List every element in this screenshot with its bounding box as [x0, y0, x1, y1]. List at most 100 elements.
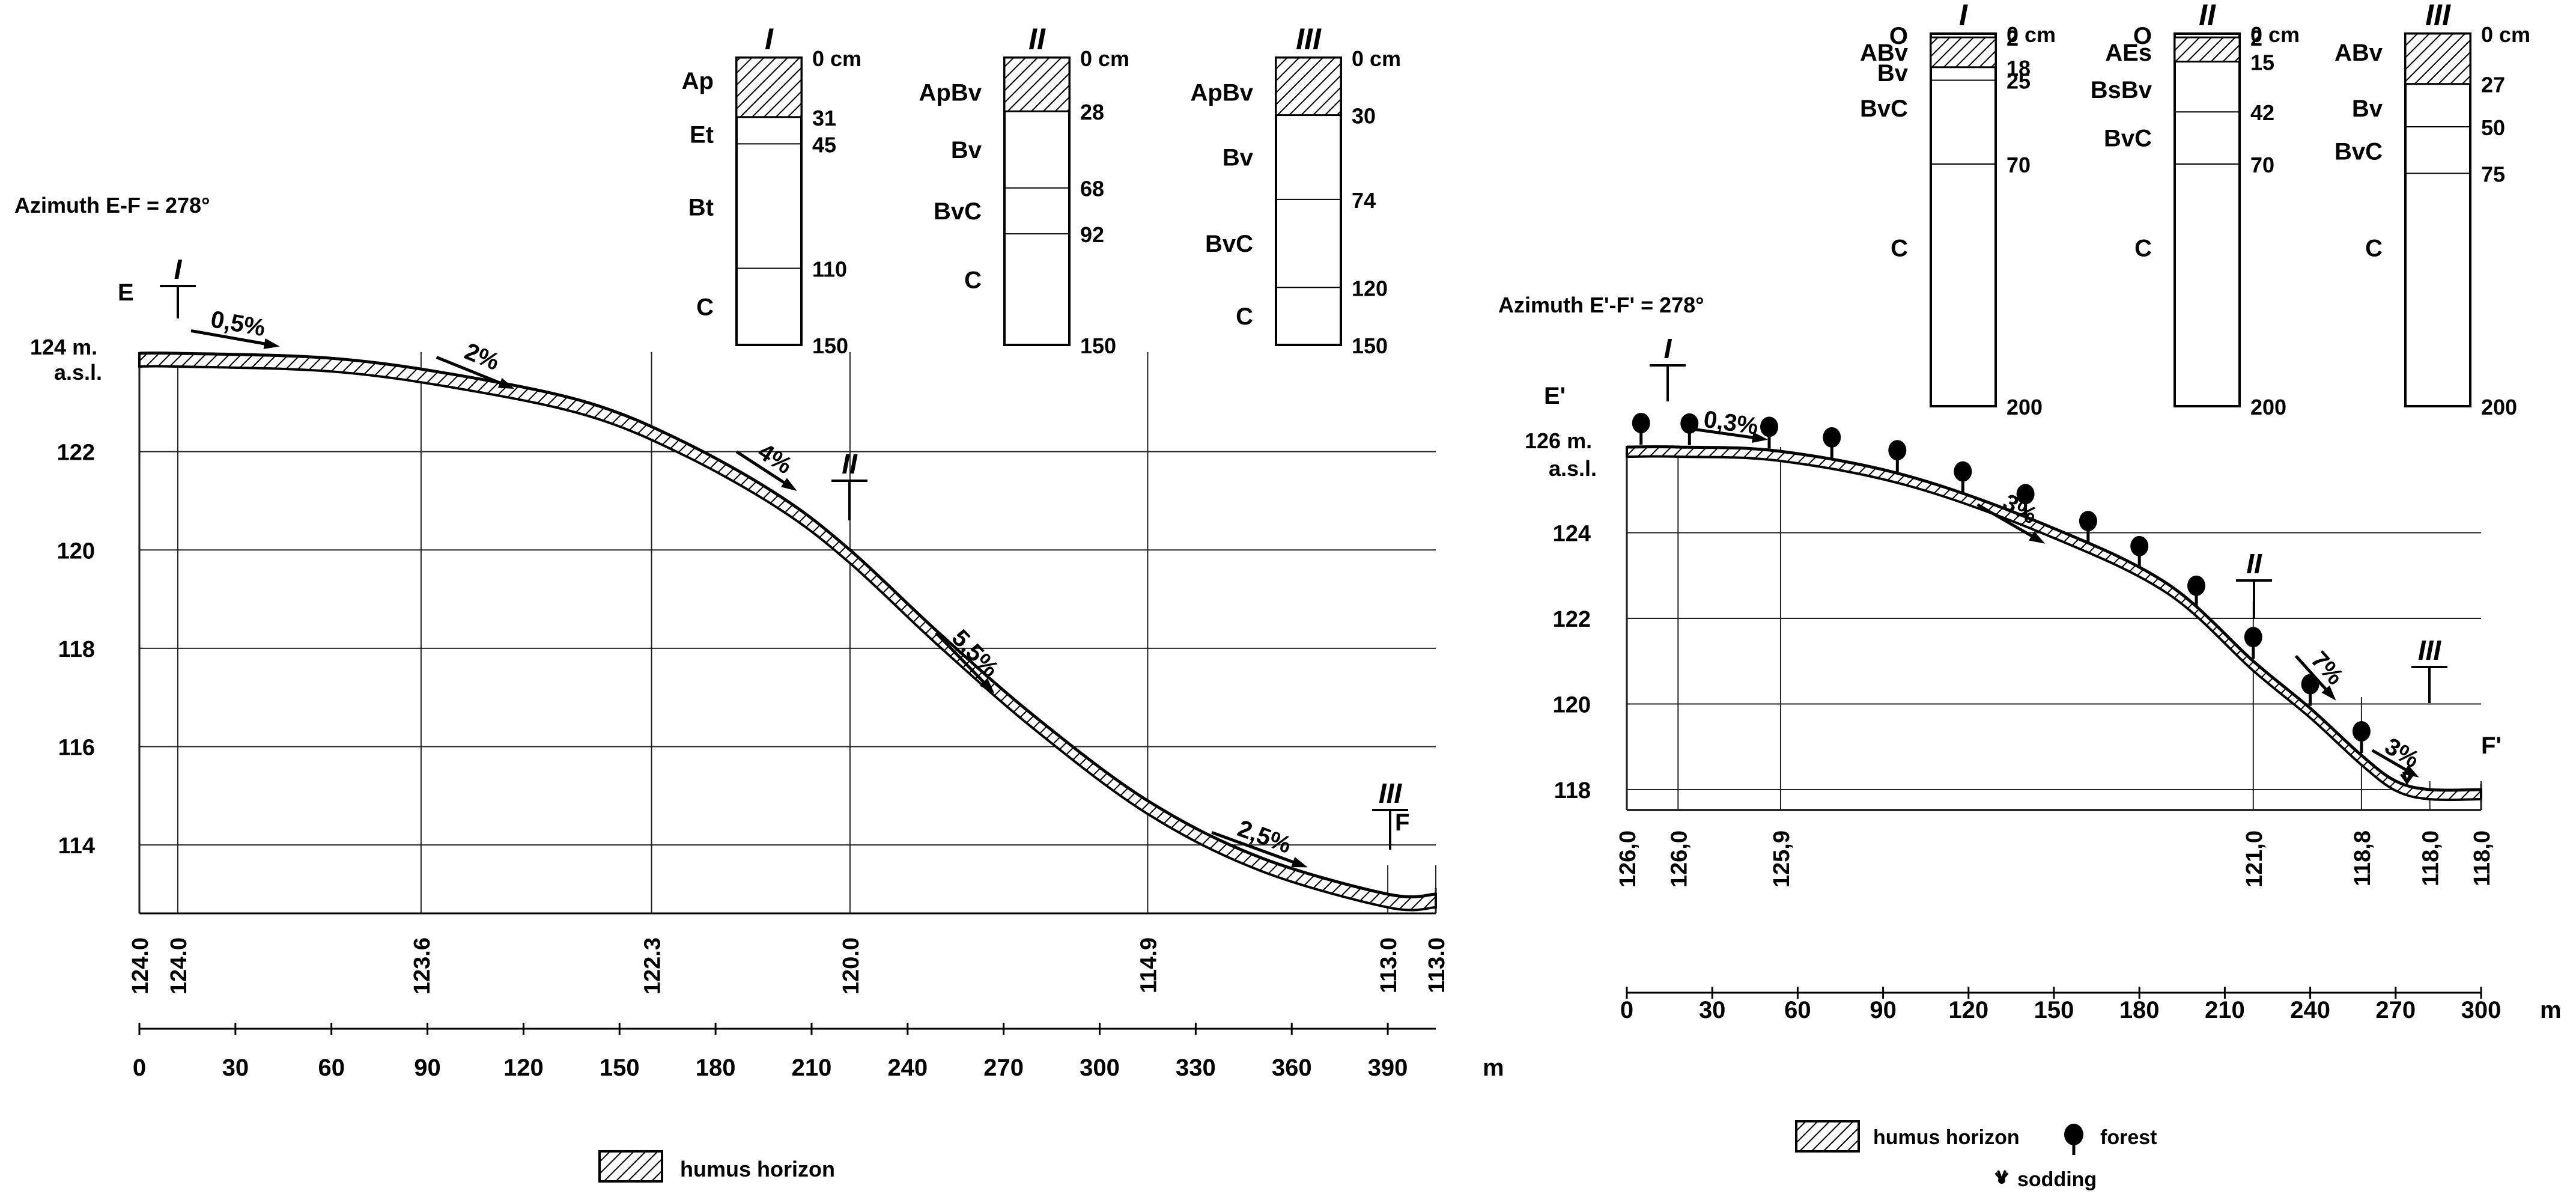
distance-tick-label: 90 [414, 1055, 441, 1081]
left-elevation-grid: 122 120 118 116 114 124.0 124.0 123.6 122.3 120.0… [57, 352, 1450, 994]
elevation-tick-label: 122 [57, 440, 95, 466]
horizon-depth-label: 120 [1352, 276, 1388, 300]
horizon-name-label: Ap [682, 68, 714, 94]
soil-profile-II: 0 cm 28 68 92 150 ApBv Bv BvC C II [919, 22, 1130, 358]
horizon-depth-label: 0 cm [2006, 22, 2056, 47]
humus-horizon-hatch [2404, 32, 2471, 85]
slope-arrow-head [497, 377, 515, 389]
horizon-depth-label: 2 [2006, 26, 2019, 50]
horizon-name-label: C [2134, 236, 2152, 262]
distance-tick-label: 120 [1948, 997, 1988, 1023]
slope-arrow-line [190, 329, 275, 347]
soil-column [1930, 32, 1997, 407]
slope-arrow-head [780, 478, 797, 492]
horizon-name-label: C [1891, 236, 1908, 262]
station-elevation-label: 126,0 [1615, 830, 1641, 888]
horizon-name-label: BvC [1860, 96, 1908, 122]
horizon-name-label: ABv [2334, 40, 2383, 66]
tree-crown-icon [2187, 575, 2205, 596]
left-panel: Azimuth E-F = 278° E F 124 m. a.s.l. 122… [14, 22, 1504, 1183]
tree-crown-icon [1954, 461, 1972, 482]
slope-arrow-line [1690, 427, 1763, 440]
left-end-label: F [1395, 809, 1409, 836]
distance-tick-label: 30 [222, 1055, 249, 1081]
right-panel: Azimuth E'-F' = 278° E' F' 126 m. a.s.l.… [1498, 0, 2562, 1191]
tree-crown-icon [2079, 511, 2097, 532]
horizon-name-label: Et [690, 121, 714, 148]
left-slope-profile [138, 351, 1437, 912]
left-slope-gradients: 0,5%2%4%5,5%2,5% [190, 306, 1308, 868]
station-elevation-label: 124.0 [166, 937, 192, 994]
horizon-name-label: ApBv [1191, 79, 1254, 106]
humus-horizon-hatch [735, 56, 803, 118]
soil-profile-title: III [1296, 22, 1322, 56]
left-start-label: E [118, 279, 134, 306]
horizon-depth-label: 68 [1080, 177, 1104, 201]
station-elevation-label: 122.3 [640, 937, 666, 994]
right-end-label: F' [2481, 732, 2502, 759]
station-elevation-label: 125,9 [1769, 830, 1794, 888]
distance-tick-label: 90 [1870, 997, 1897, 1023]
distance-tick-label: 270 [2375, 997, 2416, 1023]
forest-tree-symbol [2187, 575, 2205, 608]
horizon-name-label: O [2133, 23, 2152, 49]
right-start-label: E' [1544, 383, 1566, 409]
soil-profile-title: I [1959, 0, 1968, 32]
right-legend-forest-icon [2064, 1124, 2083, 1155]
slope-arrow-head [2321, 685, 2336, 701]
slope-gradient: 5,5% [935, 624, 1004, 693]
station-elevation-label: 113.0 [1376, 937, 1402, 993]
distance-tick-label: 180 [696, 1055, 736, 1081]
distance-unit-label: m [2540, 997, 2562, 1023]
elevation-tick-label: 118 [58, 637, 95, 662]
forest-tree-symbol [1760, 416, 1778, 449]
slope-gradient-label: 0,3% [1702, 406, 1760, 440]
horizon-name-label: Bv [1223, 145, 1254, 171]
distance-tick-label: 240 [887, 1055, 928, 1081]
horizon-name-label: Bv [2352, 96, 2383, 122]
horizon-depth-label: 42 [2250, 100, 2274, 125]
distance-tick-label: 150 [2034, 997, 2074, 1023]
elevation-tick-label: 116 [58, 736, 95, 761]
soil-profile-III: 0 cm 30 74 120 150 ApBv Bv BvC C III [1191, 22, 1402, 358]
horizon-name-label: BvC [2334, 138, 2383, 165]
right-distance-axis: 0 30 60 90 120 150 180 210 240 270 300 m [1620, 987, 2562, 1023]
left-legend-humus-label: humus horizon [680, 1157, 835, 1181]
horizon-name-label: Bv [1877, 60, 1909, 87]
slope-arrow-head [2402, 764, 2419, 778]
left-elevation-top-label: 124 m. [30, 335, 97, 359]
horizon-name-label: C [2365, 236, 2383, 262]
slope-arrow-head [979, 678, 995, 693]
distance-tick-label: 180 [2119, 997, 2160, 1023]
slope-arrow-head [2029, 531, 2046, 544]
forest-tree-symbol [2130, 535, 2149, 568]
distance-tick-label: 210 [792, 1055, 832, 1081]
horizon-depth-label: 0 cm [1352, 46, 1401, 71]
horizon-name-label: BsBv [2091, 77, 2152, 103]
humus-horizon-hatch [1930, 36, 1997, 69]
horizon-name-label: O [1889, 23, 1908, 49]
horizon-depth-label: 0 cm [1080, 46, 1129, 71]
soil-profile-title: II [1028, 22, 1046, 56]
station-elevation-label: 118,0 [2419, 830, 2444, 886]
horizon-depth-label: 200 [2481, 395, 2517, 419]
left-elevation-top-label-asl: a.s.l. [54, 360, 102, 385]
slope-arrow-line [1976, 503, 2041, 542]
slope-arrow-line [436, 356, 510, 388]
forest-tree-symbol [2016, 484, 2035, 516]
horizon-depth-label: 2 [2250, 26, 2262, 50]
horizon-depth-label: 25 [2006, 69, 2031, 94]
distance-tick-label: 360 [1272, 1055, 1312, 1081]
pit-marker-label: III [1379, 778, 1403, 809]
right-legend-sodding-label: sodding [2017, 1168, 2097, 1191]
pit-marker-label: I [174, 254, 183, 285]
horizon-depth-label: 45 [812, 132, 836, 157]
tree-crown-icon [2130, 535, 2149, 556]
horizon-depth-label: 150 [1080, 334, 1116, 358]
station-elevation-label: 114.9 [1136, 937, 1161, 993]
elevation-tick-label: 124 [1553, 522, 1591, 547]
